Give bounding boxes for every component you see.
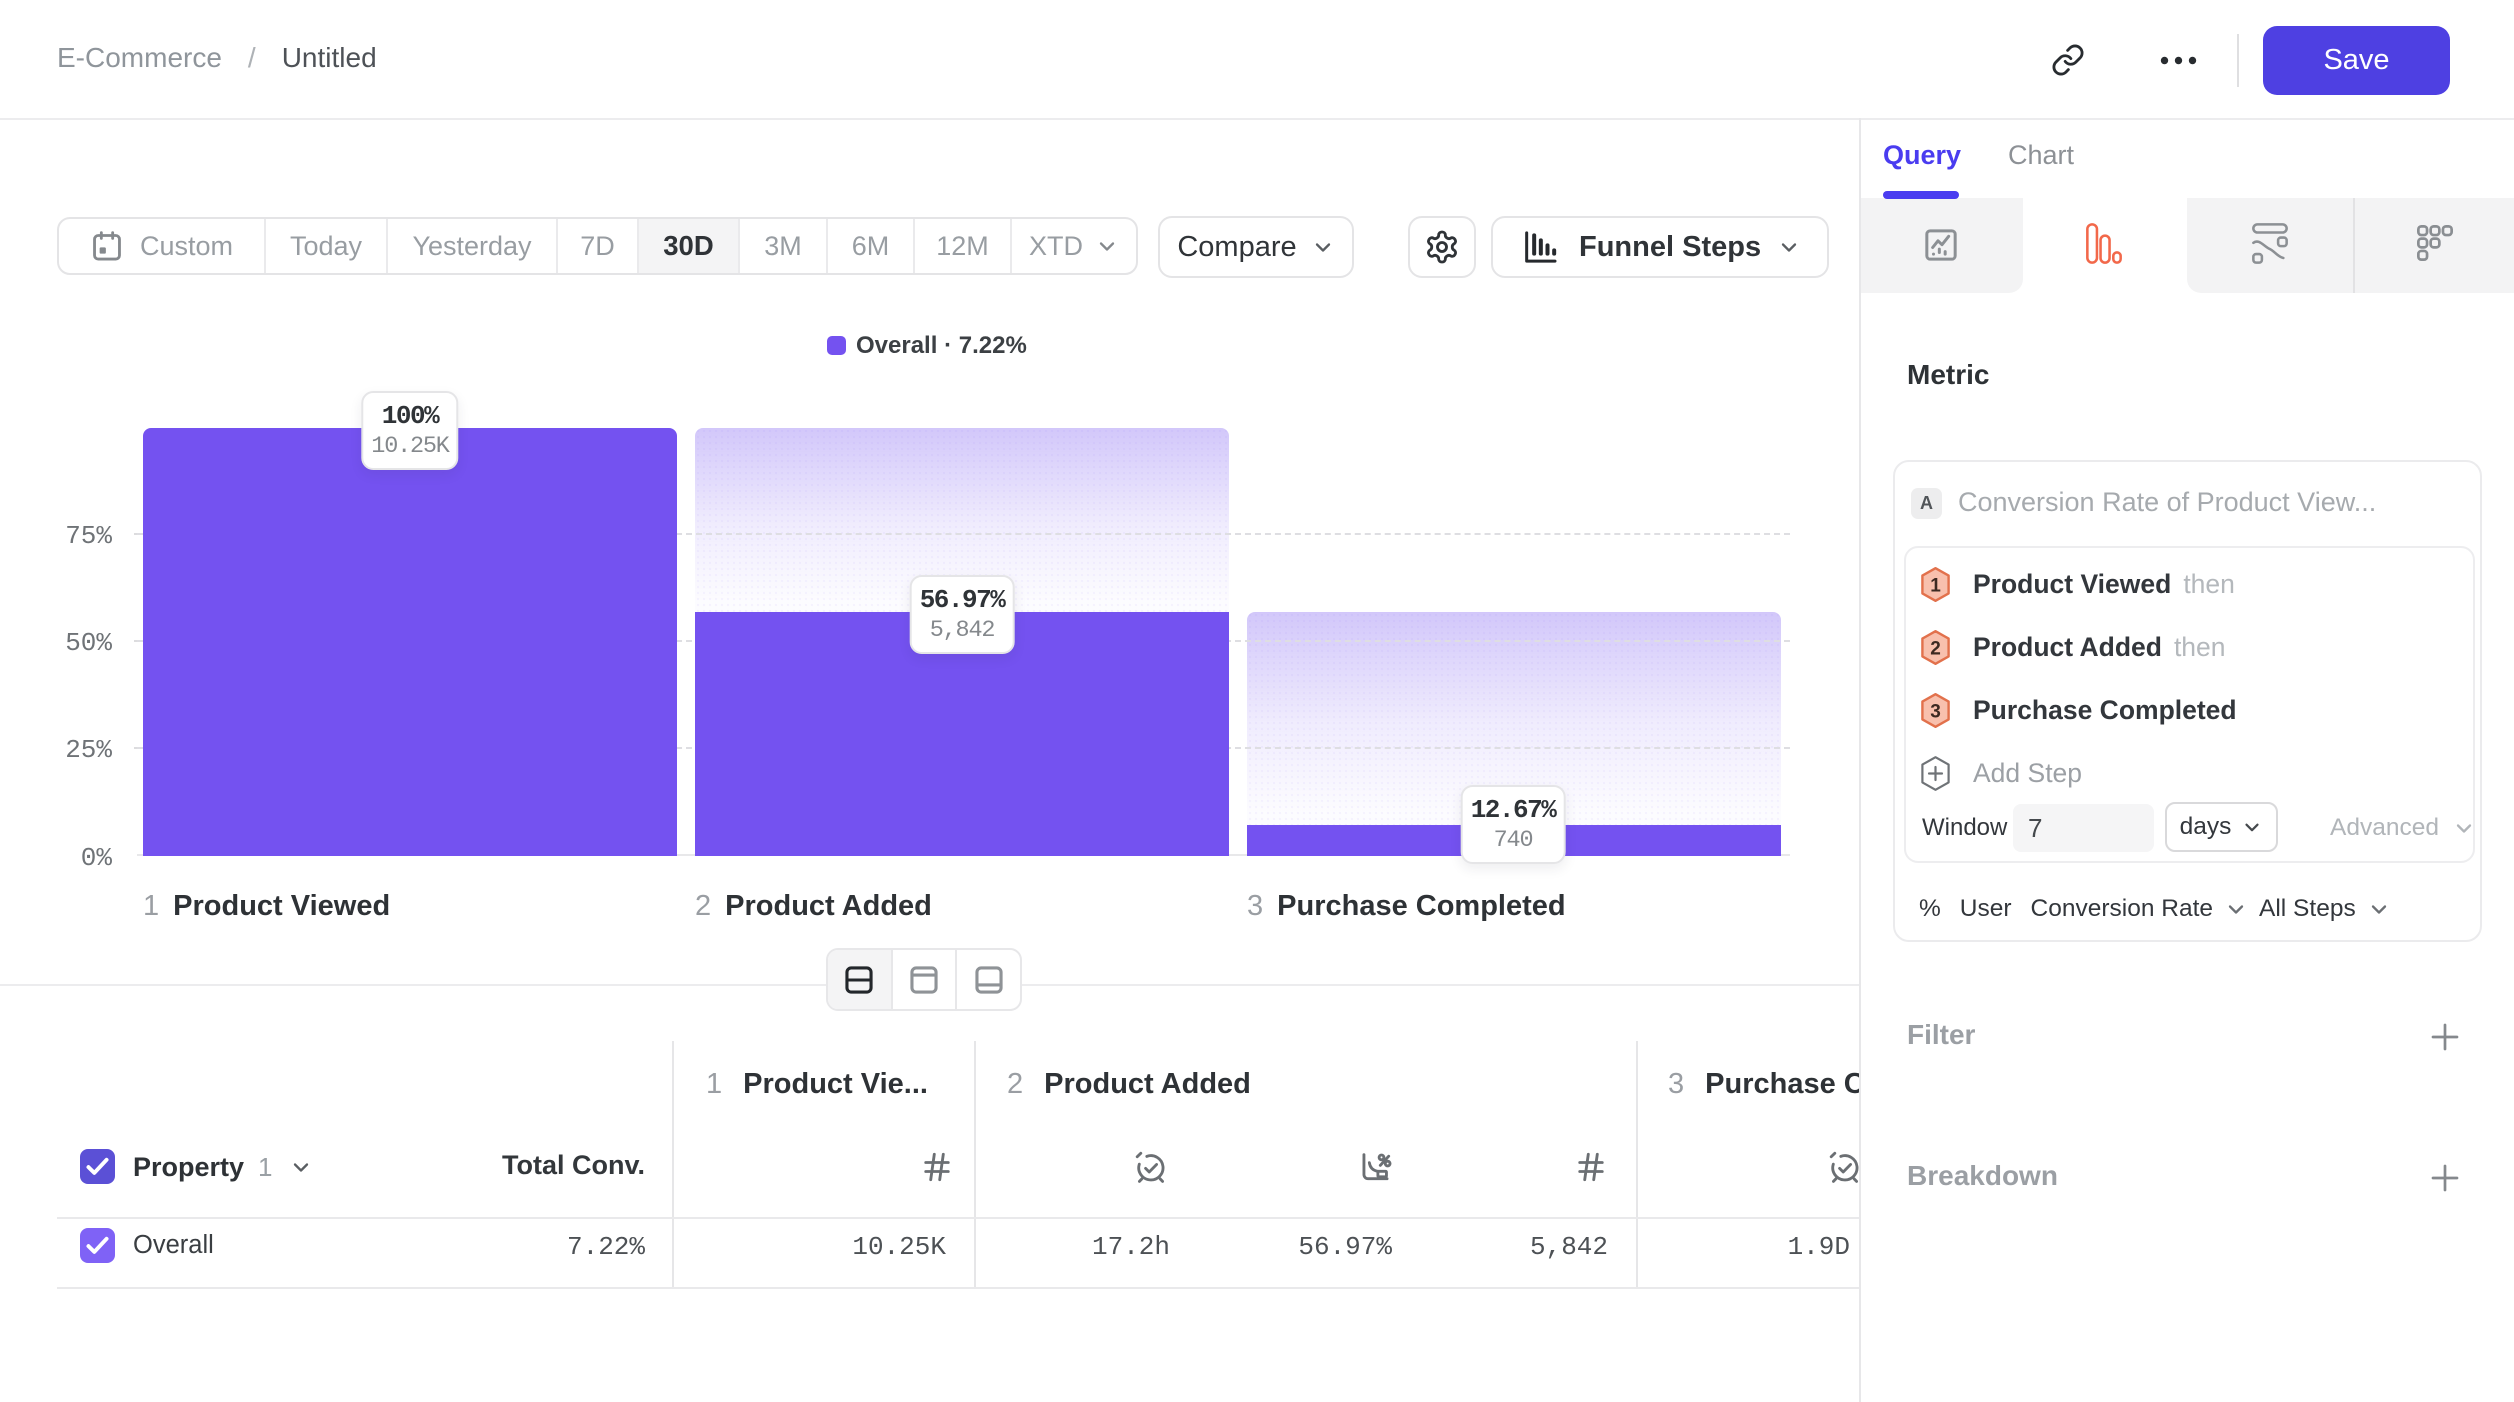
- svg-text:2: 2: [1930, 639, 1941, 660]
- svg-text:3: 3: [1930, 702, 1941, 723]
- svg-text:1: 1: [1930, 576, 1941, 597]
